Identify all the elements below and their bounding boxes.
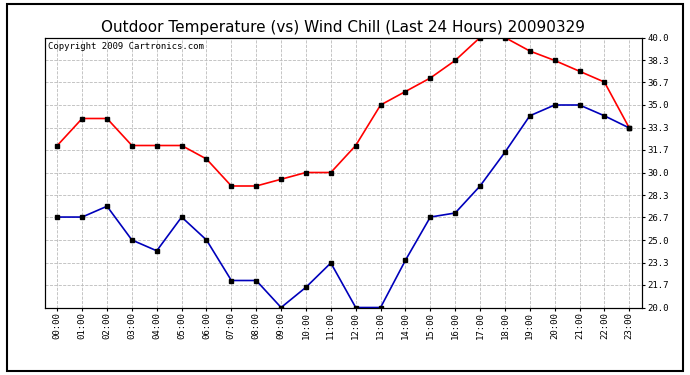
Title: Outdoor Temperature (vs) Wind Chill (Last 24 Hours) 20090329: Outdoor Temperature (vs) Wind Chill (Las…	[101, 20, 585, 35]
Text: Copyright 2009 Cartronics.com: Copyright 2009 Cartronics.com	[48, 42, 204, 51]
